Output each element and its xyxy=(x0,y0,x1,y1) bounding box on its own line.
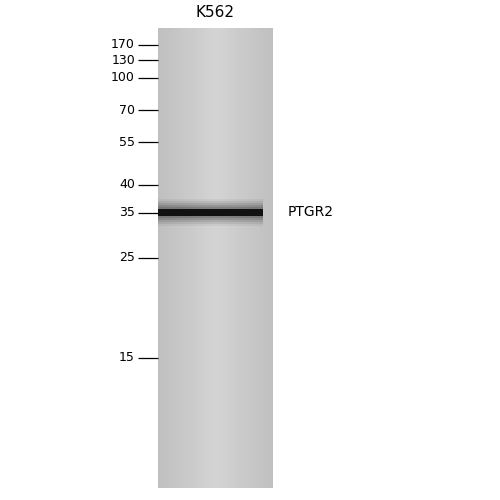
Bar xyxy=(265,28,268,487)
Bar xyxy=(240,28,242,487)
Text: 40: 40 xyxy=(119,178,135,192)
Bar xyxy=(192,28,194,487)
Bar xyxy=(158,205,262,220)
Bar xyxy=(188,28,190,487)
Bar xyxy=(173,28,176,487)
Bar xyxy=(270,28,273,487)
Bar xyxy=(204,28,206,487)
Bar xyxy=(236,28,238,487)
Bar xyxy=(158,209,262,216)
Bar xyxy=(242,28,244,487)
Bar xyxy=(228,28,231,487)
Bar xyxy=(224,28,227,487)
Bar xyxy=(169,28,172,487)
Bar xyxy=(158,201,262,224)
Text: 15: 15 xyxy=(119,351,135,364)
Bar xyxy=(160,28,162,487)
Text: 70: 70 xyxy=(119,104,135,117)
Bar xyxy=(232,28,234,487)
Bar xyxy=(261,28,264,487)
Text: K562: K562 xyxy=(196,5,234,20)
Bar xyxy=(215,28,218,487)
Bar xyxy=(221,28,223,487)
Bar xyxy=(158,203,262,222)
Bar xyxy=(194,28,196,487)
Bar xyxy=(263,28,266,487)
Bar xyxy=(180,28,183,487)
Bar xyxy=(176,28,179,487)
Bar xyxy=(259,28,262,487)
Bar xyxy=(163,28,166,487)
Bar xyxy=(226,28,229,487)
Bar xyxy=(268,28,271,487)
Text: 35: 35 xyxy=(119,206,135,219)
Bar xyxy=(252,28,254,487)
Bar xyxy=(202,28,204,487)
Bar xyxy=(267,28,269,487)
Bar xyxy=(208,28,210,487)
Bar xyxy=(257,28,260,487)
Bar xyxy=(230,28,233,487)
Bar xyxy=(167,28,170,487)
Bar xyxy=(219,28,222,487)
Bar xyxy=(238,28,240,487)
Bar xyxy=(158,207,262,218)
Bar xyxy=(211,28,214,487)
Bar xyxy=(171,28,173,487)
Bar xyxy=(162,28,164,487)
Bar xyxy=(178,28,181,487)
Bar xyxy=(222,28,225,487)
Bar xyxy=(196,28,198,487)
Text: 170: 170 xyxy=(111,38,135,52)
Text: 130: 130 xyxy=(111,54,135,66)
Bar xyxy=(213,28,216,487)
Text: PTGR2: PTGR2 xyxy=(288,206,334,220)
Bar xyxy=(158,199,262,226)
Bar xyxy=(244,28,246,487)
Bar xyxy=(186,28,188,487)
Bar xyxy=(217,28,220,487)
Bar xyxy=(256,28,258,487)
Bar xyxy=(165,28,168,487)
Bar xyxy=(182,28,185,487)
Bar xyxy=(206,28,208,487)
Bar xyxy=(248,28,250,487)
Bar xyxy=(200,28,202,487)
Bar xyxy=(198,28,200,487)
Bar xyxy=(158,28,160,487)
Bar xyxy=(190,28,192,487)
Bar xyxy=(254,28,256,487)
Text: 55: 55 xyxy=(119,136,135,149)
Bar xyxy=(234,28,236,487)
Bar xyxy=(184,28,187,487)
Text: 25: 25 xyxy=(119,251,135,264)
Bar xyxy=(246,28,248,487)
Bar xyxy=(250,28,252,487)
Text: 100: 100 xyxy=(111,71,135,84)
Bar xyxy=(210,28,212,487)
Bar xyxy=(175,28,177,487)
